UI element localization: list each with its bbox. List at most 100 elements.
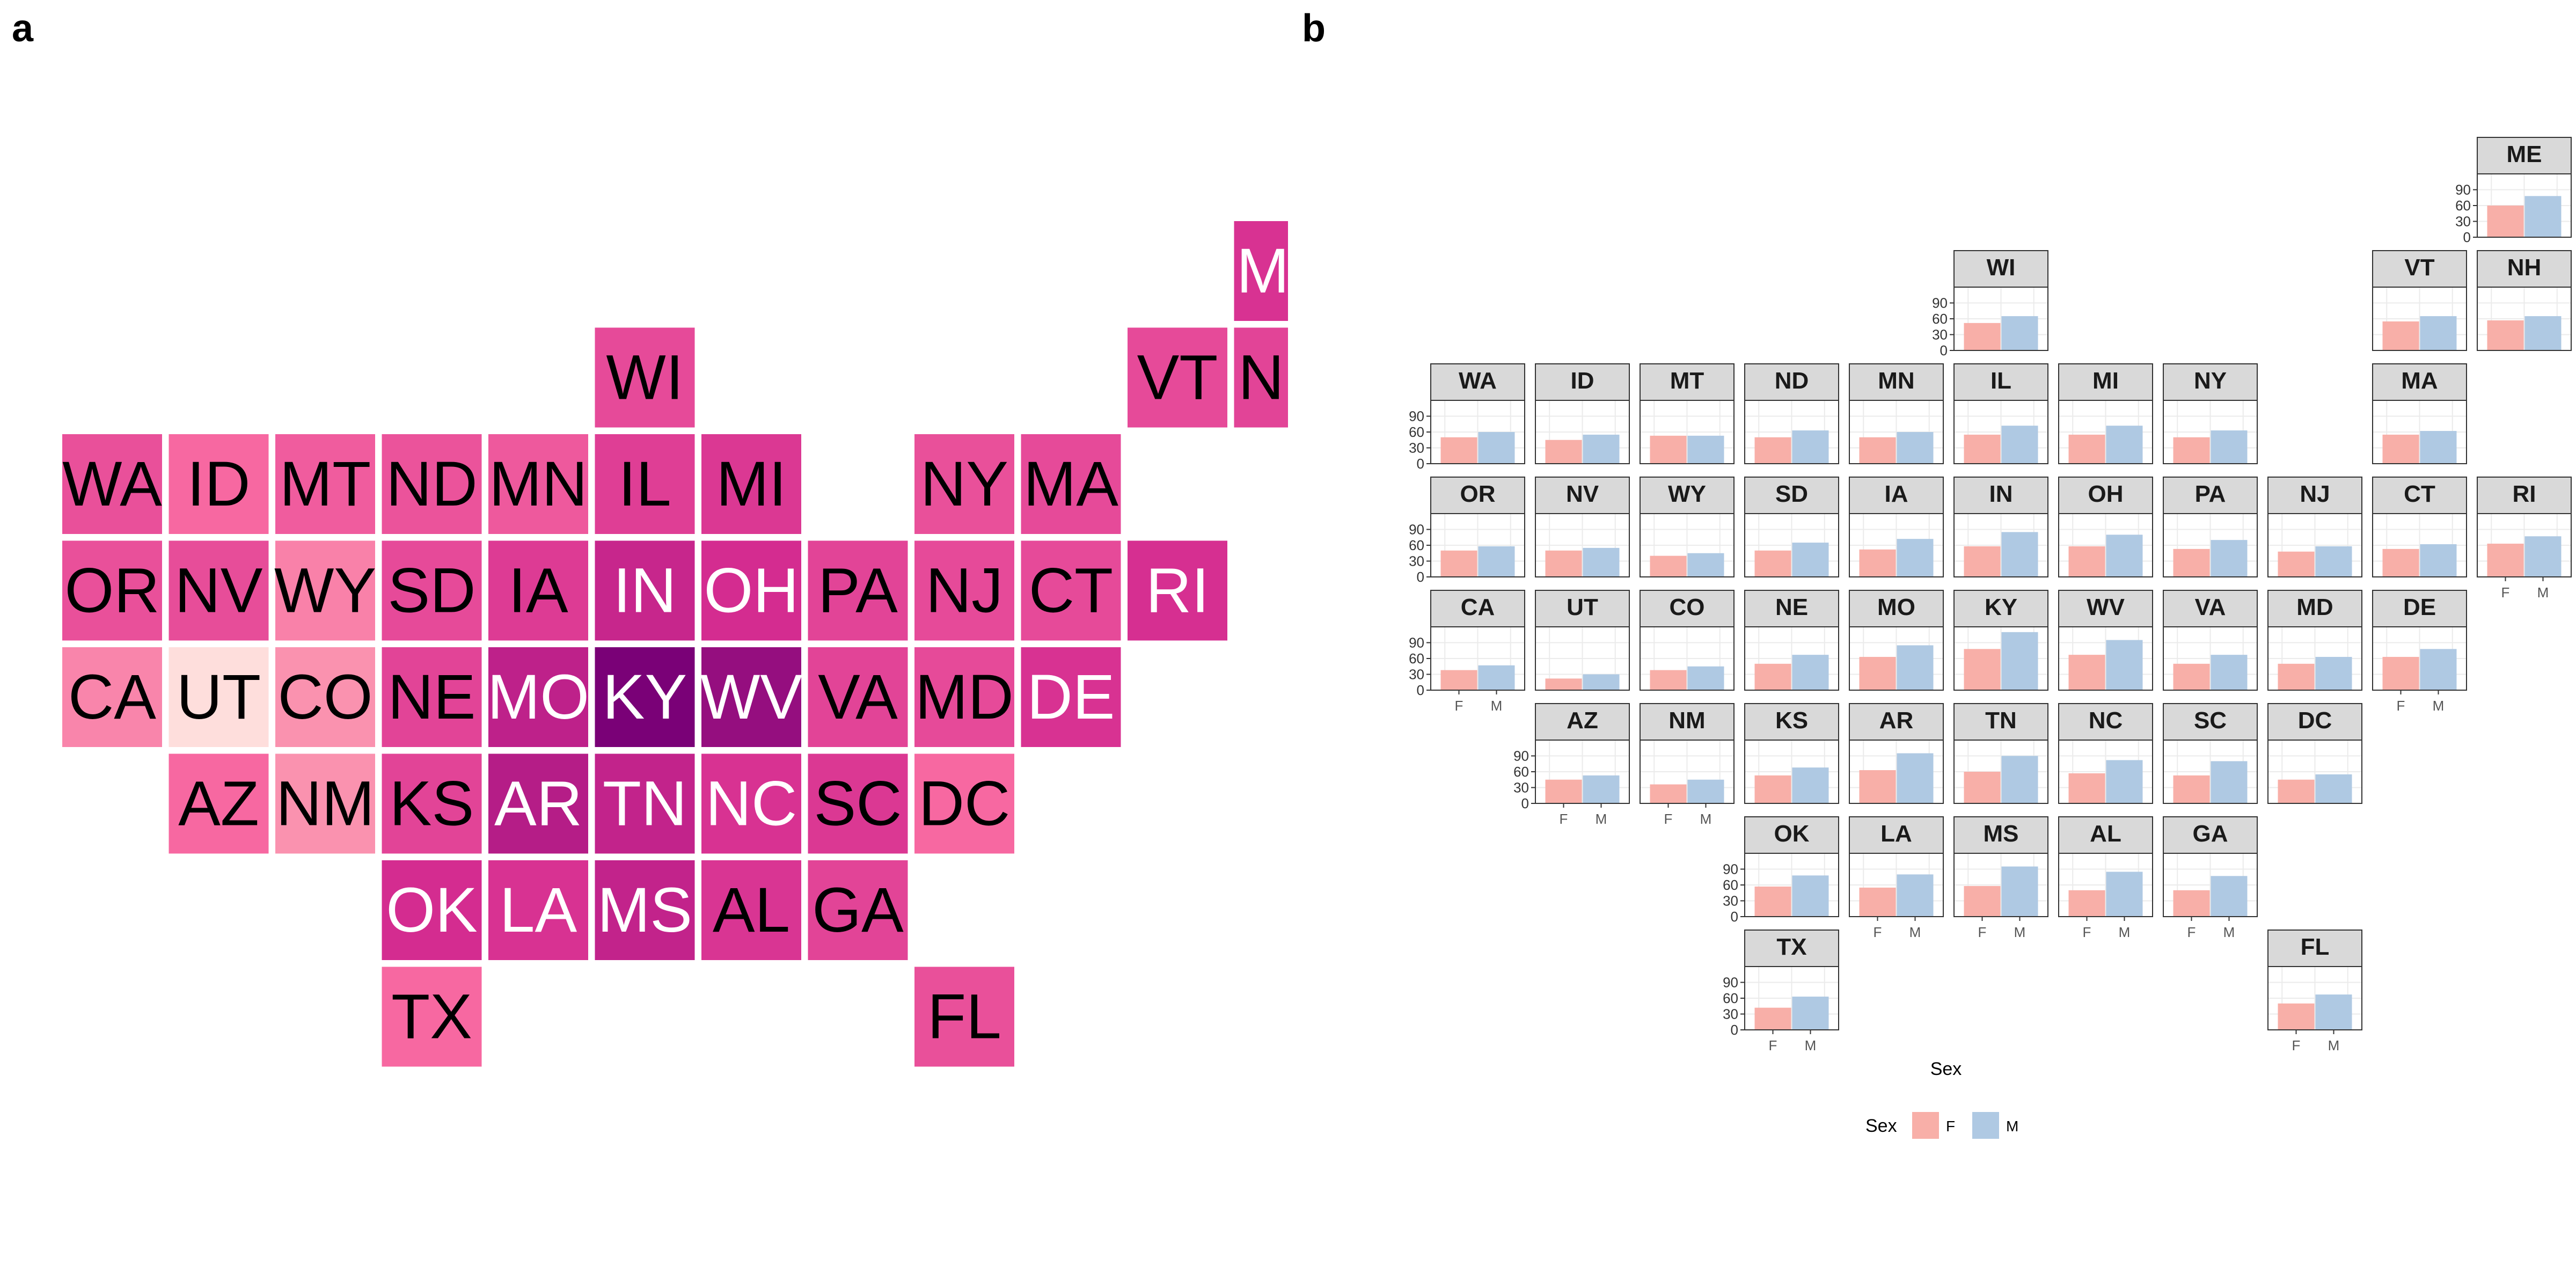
tile-label-ms: MS bbox=[597, 875, 692, 946]
facet-title-ok: OK bbox=[1774, 821, 1810, 847]
facet-title-nd: ND bbox=[1775, 368, 1809, 394]
tile-tn bbox=[595, 753, 695, 854]
bar-de-m bbox=[2420, 649, 2457, 690]
bar-nm-f bbox=[1650, 784, 1687, 803]
tile-label-de: DE bbox=[1027, 662, 1115, 733]
facet-title-az: AZ bbox=[1567, 707, 1598, 734]
tile-label-ny: NY bbox=[920, 449, 1008, 519]
x-tick-label: M bbox=[2433, 698, 2445, 714]
facet-title-ct: CT bbox=[2404, 481, 2435, 507]
facet-border-vt bbox=[2372, 287, 2467, 351]
facet-title-il: IL bbox=[1990, 368, 2011, 394]
facet-title-in: IN bbox=[1989, 481, 2013, 507]
facet-border-wy bbox=[1640, 513, 1735, 577]
y-tick-label: 90 bbox=[2455, 182, 2471, 198]
tile-nd bbox=[382, 434, 482, 534]
tile-ne bbox=[382, 647, 482, 747]
bar-mt-m bbox=[1687, 435, 1724, 464]
tile-label-mo: MO bbox=[487, 662, 589, 733]
facet-nd: ND bbox=[1744, 363, 1839, 464]
facet-strip-ks bbox=[1744, 703, 1839, 741]
tile-label-la: LA bbox=[500, 875, 577, 946]
tile-sd bbox=[382, 540, 482, 641]
tile-label-wa: WA bbox=[62, 449, 162, 519]
y-tick-label: 60 bbox=[1513, 764, 1529, 780]
facet-id: ID bbox=[1535, 363, 1630, 464]
y-tick-label: 90 bbox=[1723, 861, 1738, 877]
facet-border-ms bbox=[1953, 853, 2048, 917]
tile-nc bbox=[701, 753, 801, 854]
facet-pa: PA bbox=[2163, 477, 2258, 577]
tile-al bbox=[701, 860, 801, 960]
facet-in: IN bbox=[1953, 477, 2048, 577]
y-tick-label: 0 bbox=[1521, 795, 1529, 811]
tile-label-al: AL bbox=[713, 875, 790, 946]
tile-label-oh: OH bbox=[704, 555, 799, 626]
tile-label-ri: RI bbox=[1146, 555, 1209, 626]
y-tick-label: 60 bbox=[1409, 537, 1424, 553]
facet-border-co bbox=[1640, 626, 1735, 691]
x-tick-label: F bbox=[1664, 811, 1673, 827]
facet-border-nh bbox=[2477, 287, 2572, 351]
facet-il: IL bbox=[1953, 363, 2048, 464]
bar-ut-m bbox=[1583, 674, 1620, 690]
tile-ok bbox=[382, 860, 482, 960]
tile-il bbox=[595, 434, 695, 534]
facet-strip-sd bbox=[1744, 477, 1839, 514]
bar-la-m bbox=[1897, 874, 1934, 917]
bar-tn-m bbox=[2001, 756, 2038, 803]
facet-title-md: MD bbox=[2296, 594, 2333, 620]
facet-title-nh: NH bbox=[2507, 254, 2542, 281]
bar-id-m bbox=[1583, 434, 1620, 464]
facet-ma: MA bbox=[2372, 363, 2467, 464]
tile-mi bbox=[701, 434, 801, 534]
facet-tn: TN bbox=[1953, 703, 2048, 804]
facet-strip-ok bbox=[1744, 816, 1839, 854]
facet-border-oh bbox=[2058, 513, 2153, 577]
facet-border-mi bbox=[2058, 400, 2153, 464]
facet-dc: DC bbox=[2267, 703, 2362, 804]
facet-strip-wa bbox=[1430, 363, 1525, 401]
facet-title-ky: KY bbox=[1985, 594, 2017, 620]
y-tick-label: 60 bbox=[1409, 650, 1424, 667]
bar-ne-m bbox=[1792, 655, 1829, 690]
tile-mt bbox=[275, 434, 375, 534]
facet-strip-va bbox=[2163, 590, 2258, 627]
facet-title-ny: NY bbox=[2194, 368, 2227, 394]
tile-ia bbox=[488, 540, 588, 641]
facet-wy: WY bbox=[1640, 477, 1735, 577]
tile-label-fl: FL bbox=[927, 982, 1001, 1052]
bar-ri-m bbox=[2524, 536, 2562, 577]
facet-mo: MO bbox=[1849, 590, 1944, 691]
x-tick-label: F bbox=[1874, 924, 1882, 940]
tile-wi bbox=[595, 327, 695, 428]
x-tick-label: F bbox=[2187, 924, 2196, 940]
facet-title-mo: MO bbox=[1877, 594, 1915, 620]
facet-border-mo bbox=[1849, 626, 1944, 691]
facet-title-ca: CA bbox=[1461, 594, 1495, 620]
bar-vt-m bbox=[2420, 316, 2457, 350]
facet-title-mi: MI bbox=[2092, 368, 2119, 394]
bar-sd-f bbox=[1754, 550, 1791, 577]
y-tick-label: 60 bbox=[2455, 197, 2471, 214]
y-tick-label: 30 bbox=[1723, 1006, 1738, 1022]
bar-va-f bbox=[2173, 663, 2210, 690]
bar-al-f bbox=[2068, 890, 2105, 917]
bar-vt-f bbox=[2382, 321, 2419, 350]
tile-ut bbox=[169, 647, 269, 747]
x-tick-label: M bbox=[2537, 584, 2549, 601]
facet-strip-fl bbox=[2267, 930, 2362, 967]
bar-wi-f bbox=[1964, 323, 2001, 350]
y-tick-label: 0 bbox=[1417, 682, 1424, 698]
x-tick-label: M bbox=[1805, 1037, 1817, 1053]
facet-strip-mi bbox=[2058, 363, 2153, 401]
facet-strip-ut bbox=[1535, 590, 1630, 627]
tile-label-nd: ND bbox=[386, 449, 477, 519]
tile-label-va: VA bbox=[818, 662, 898, 733]
tile-ms bbox=[595, 860, 695, 960]
bar-co-m bbox=[1687, 666, 1724, 690]
facet-title-wv: WV bbox=[2087, 594, 2125, 620]
